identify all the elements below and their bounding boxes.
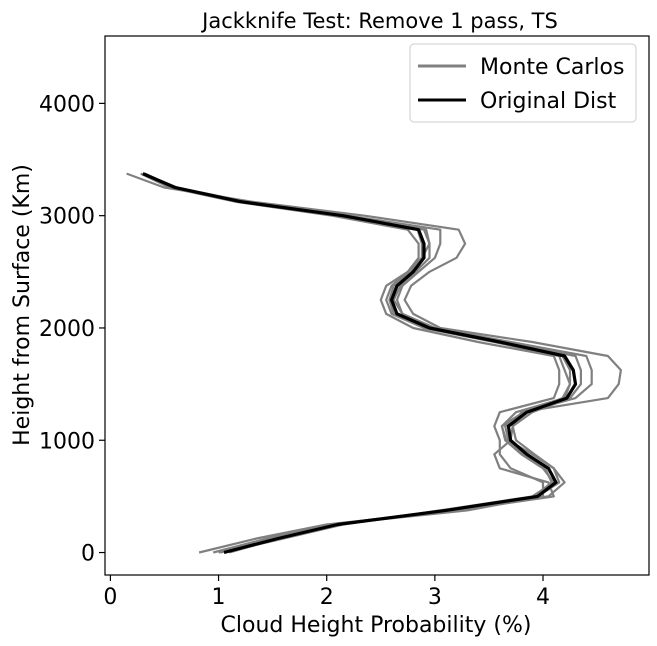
y-tick-label: 3000 <box>39 205 95 230</box>
y-axis: 0 1000 2000 3000 4000 <box>39 92 105 567</box>
original-dist-line <box>142 172 578 555</box>
monte-carlo-line-5 <box>142 172 583 554</box>
y-tick-label: 2000 <box>39 317 95 342</box>
legend-label-original-dist: Original Dist <box>480 89 617 114</box>
x-tick-label: 4 <box>536 585 550 610</box>
y-tick-label: 1000 <box>39 429 95 454</box>
y-tick-label: 4000 <box>39 92 95 117</box>
legend: Monte Carlos Original Dist <box>409 43 637 123</box>
x-tick-label: 0 <box>103 585 117 610</box>
x-tick-label: 2 <box>320 585 334 610</box>
plot-frame <box>104 35 650 576</box>
x-axis-label: Cloud Height Probability (%) <box>221 613 532 638</box>
series-layer <box>126 172 623 555</box>
legend-label-monte-carlos: Monte Carlos <box>480 55 624 80</box>
x-tick-label: 1 <box>212 585 226 610</box>
x-tick-label: 3 <box>428 585 442 610</box>
legend-box <box>409 43 637 123</box>
monte-carlo-line-1 <box>126 172 623 554</box>
y-axis-label: Height from Surface (Km) <box>10 164 35 446</box>
chart-title: Jackknife Test: Remove 1 pass, TS <box>200 9 558 33</box>
y-tick-label: 0 <box>81 542 95 567</box>
x-axis: 0 1 2 3 4 <box>103 575 550 610</box>
